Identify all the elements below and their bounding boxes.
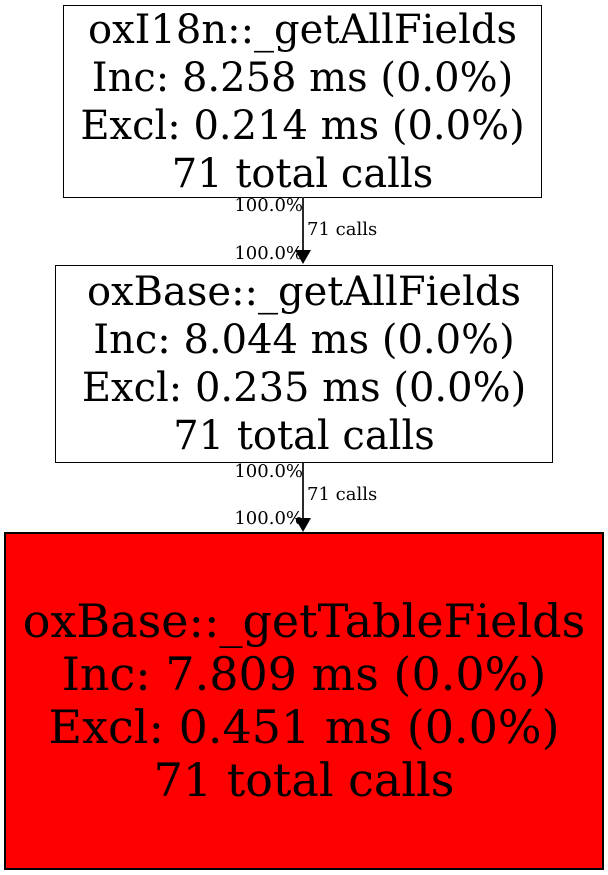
node-total-calls: 71 total calls bbox=[171, 150, 434, 197]
edge-line bbox=[302, 197, 304, 252]
node-exclusive-time: Excl: 0.235 ms (0.0%) bbox=[81, 365, 527, 411]
edge-outgoing-percent: 100.0% bbox=[234, 243, 303, 264]
node-exclusive-time: Excl: 0.214 ms (0.0%) bbox=[80, 102, 525, 149]
node-title: oxI18n::_getAllFields bbox=[87, 6, 518, 53]
edge-line bbox=[302, 463, 304, 519]
node-total-calls: 71 total calls bbox=[153, 753, 455, 807]
node-title: oxBase::_getAllFields bbox=[86, 269, 521, 315]
graph-node-oxbase-getallfields: oxBase::_getAllFields Inc: 8.044 ms (0.0… bbox=[55, 265, 553, 463]
arrowhead-icon bbox=[295, 518, 311, 532]
edge-incoming-percent: 100.0% bbox=[234, 461, 303, 482]
node-inclusive-time: Inc: 8.044 ms (0.0%) bbox=[93, 317, 515, 363]
node-exclusive-time: Excl: 0.451 ms (0.0%) bbox=[48, 700, 560, 754]
node-total-calls: 71 total calls bbox=[173, 413, 435, 459]
node-inclusive-time: Inc: 7.809 ms (0.0%) bbox=[61, 647, 547, 701]
edge-call-count: 71 calls bbox=[307, 484, 378, 505]
arrowhead-icon bbox=[295, 250, 311, 264]
edge-outgoing-percent: 100.0% bbox=[234, 508, 303, 529]
edge-call-count: 71 calls bbox=[307, 219, 378, 240]
graph-node-oxi18n-getallfields: oxI18n::_getAllFields Inc: 8.258 ms (0.0… bbox=[63, 5, 542, 198]
node-inclusive-time: Inc: 8.258 ms (0.0%) bbox=[91, 54, 514, 101]
edge-incoming-percent: 100.0% bbox=[234, 195, 303, 216]
graph-node-oxbase-gettablefields: oxBase::_getTableFields Inc: 7.809 ms (0… bbox=[4, 532, 604, 870]
node-title: oxBase::_getTableFields bbox=[22, 594, 586, 648]
